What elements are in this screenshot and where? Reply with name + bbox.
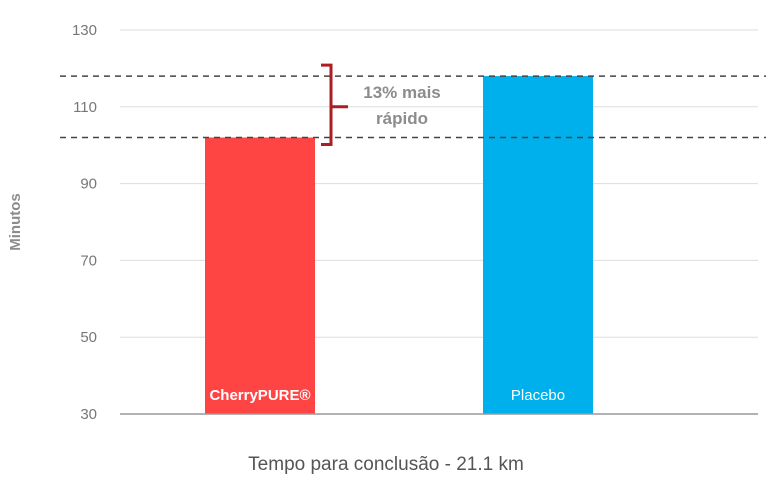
y-axis-label: Minutos [7,193,24,251]
x-axis-label: Tempo para conclusão - 21.1 km [248,454,524,475]
bars [205,76,593,414]
y-tick-label: 130 [72,22,97,39]
difference-bracket [321,63,348,147]
y-axis-ticks: 30 50 70 90 110 130 [72,22,97,423]
y-tick-label: 110 [73,99,97,116]
y-tick-label: 70 [80,252,97,269]
annotation-line-1: 13% mais [363,83,441,102]
y-tick-label: 50 [80,329,97,346]
bar-label: Placebo [511,387,565,404]
annotation-line-2: rápido [376,109,428,128]
y-tick-label: 30 [80,406,97,423]
bar-label: CherryPURE® [209,387,310,404]
reference-lines [60,75,766,139]
bar-labels: CherryPURE® Placebo [209,387,565,404]
bar-cherrypure [205,137,315,414]
y-tick-label: 90 [80,176,97,193]
bar-placebo [483,76,593,414]
